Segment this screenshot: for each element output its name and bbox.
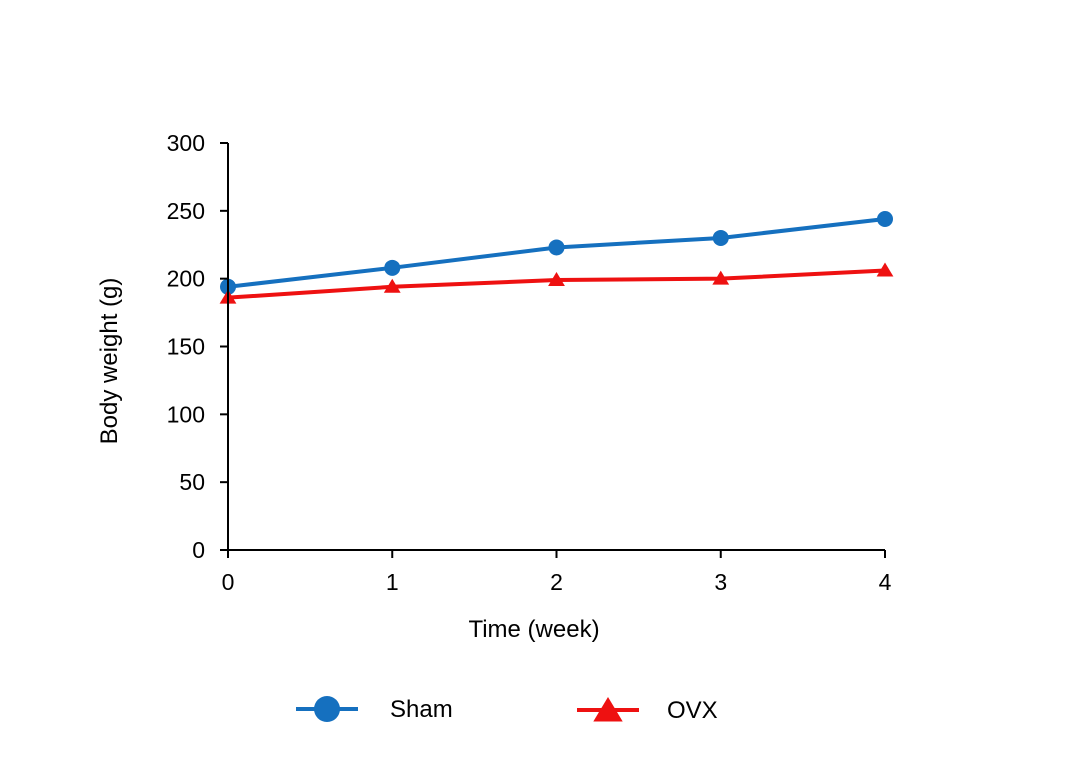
x-tick-label: 1: [386, 569, 399, 595]
data-point: [548, 272, 565, 287]
y-tick-label: 200: [167, 266, 205, 292]
x-tick-label: 3: [714, 569, 727, 595]
legend-label: OVX: [667, 697, 718, 724]
y-tick-label: 150: [167, 334, 205, 360]
data-point: [384, 259, 401, 276]
data-point: [877, 210, 893, 227]
data-point: [383, 278, 401, 293]
data-point: [712, 270, 730, 285]
legend-label: Sham: [390, 696, 453, 723]
legend-circle-marker-icon: [314, 696, 340, 722]
y-tick-label: 0: [192, 537, 205, 563]
y-ticks: 0 50 100 150 200 250 300: [167, 130, 228, 563]
x-tick-label: 2: [550, 569, 563, 595]
x-ticks: 0 1 2 3 4: [222, 550, 892, 595]
series-layer: [219, 210, 894, 304]
legend-item-sham: Sham: [296, 696, 453, 723]
y-tick-label: 300: [167, 130, 205, 156]
y-tick-label: 100: [167, 401, 205, 427]
data-point: [876, 262, 894, 277]
x-tick-label: 4: [879, 569, 892, 595]
legend: Sham OVX: [296, 696, 718, 724]
y-axis-title: Body weight (g): [96, 278, 123, 445]
legend-triangle-marker-icon: [593, 697, 623, 722]
x-axis-title: Time (week): [468, 616, 599, 643]
data-point: [548, 239, 565, 256]
axes: [227, 143, 885, 551]
x-tick-label: 0: [222, 569, 235, 595]
y-tick-label: 250: [167, 198, 205, 224]
y-tick-label: 50: [179, 469, 205, 495]
legend-item-ovx: OVX: [577, 697, 718, 724]
data-point: [712, 229, 729, 246]
